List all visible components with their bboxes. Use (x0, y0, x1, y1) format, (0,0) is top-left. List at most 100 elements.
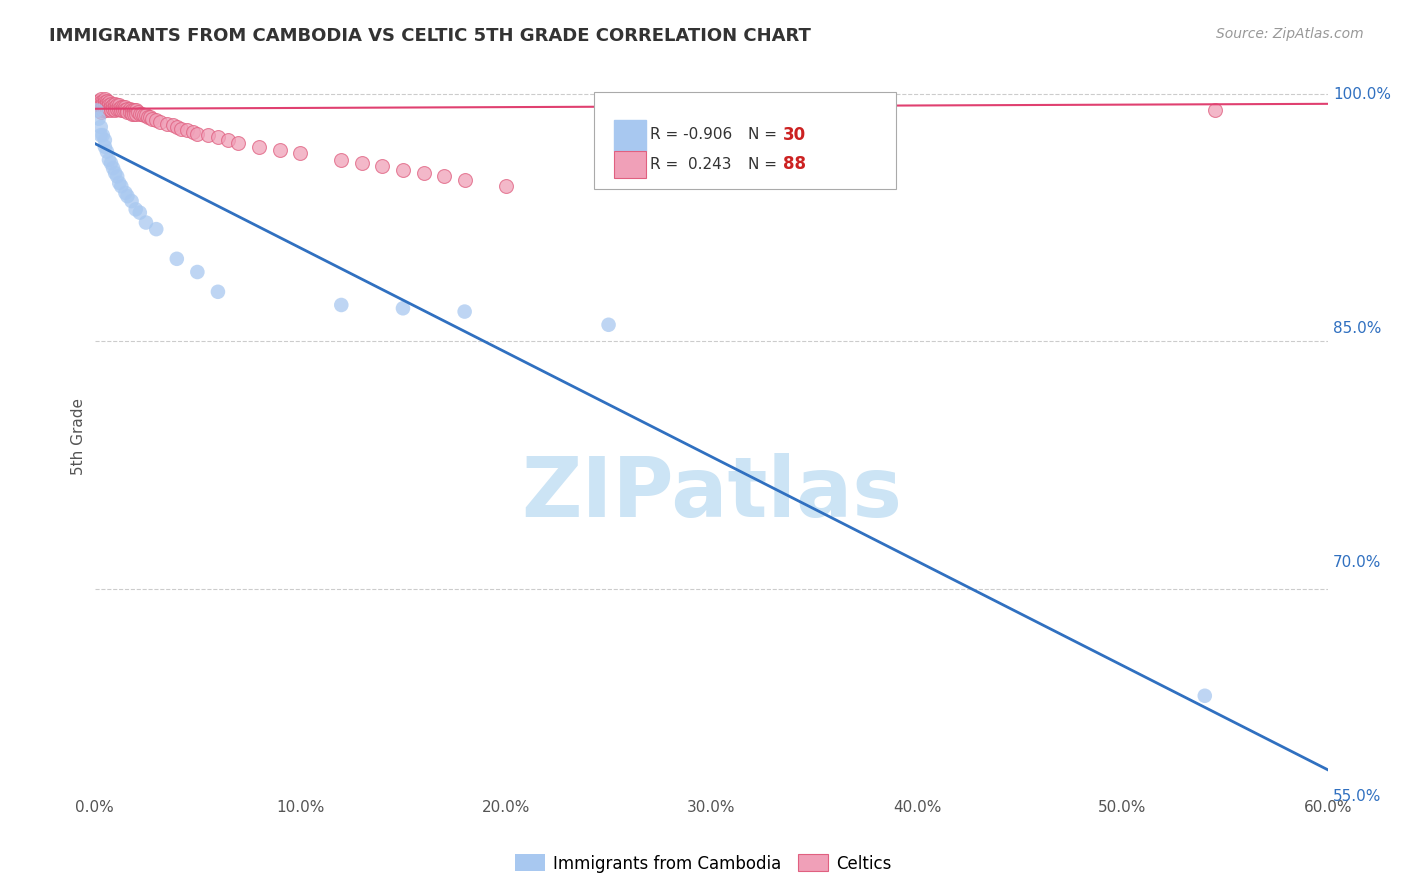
Point (1204, 103, 1226, 118)
Point (87, 96, 110, 111)
Point (97, 153, 120, 167)
Point (104, 100, 127, 114)
Point (166, 252, 188, 266)
Point (91, 128, 114, 143)
Point (228, 136, 250, 151)
Point (598, 318, 620, 332)
Point (186, 127, 208, 141)
Point (132, 108, 155, 122)
Point (101, 161, 124, 175)
Point (91, 100, 114, 114)
Y-axis label: 5th Grade: 5th Grade (72, 398, 86, 475)
Point (90, 120, 112, 134)
Point (135, 108, 157, 122)
Point (131, 106, 153, 120)
Point (125, 103, 148, 118)
Point (90, 105, 112, 120)
Point (495, 179, 517, 194)
Point (86, 102, 108, 116)
Point (392, 301, 415, 316)
Text: Source: ZipAtlas.com: Source: ZipAtlas.com (1216, 27, 1364, 41)
Point (247, 139, 270, 153)
Point (118, 102, 141, 116)
Point (100, 100, 122, 114)
Point (108, 176, 131, 190)
Point (90, 92, 112, 106)
Point (105, 169, 128, 184)
Point (91, 103, 114, 118)
Point (121, 194, 143, 208)
Point (97, 95, 120, 110)
Point (90, 98, 112, 112)
Point (87, 103, 110, 118)
Point (197, 128, 219, 143)
Point (90, 95, 112, 110)
Point (141, 112, 163, 126)
FancyBboxPatch shape (595, 92, 897, 188)
Point (100, 156, 122, 170)
Point (104, 96, 127, 111)
Point (108, 102, 131, 116)
Point (100, 103, 122, 118)
Text: R = -0.906: R = -0.906 (650, 128, 733, 143)
Point (94, 95, 117, 110)
Point (108, 98, 131, 112)
Point (412, 166, 434, 180)
Point (121, 106, 143, 120)
Point (110, 103, 132, 118)
Point (96, 145, 118, 159)
Text: N =: N = (748, 157, 782, 172)
Point (112, 103, 135, 118)
Point (91, 96, 114, 111)
Point (91, 94, 114, 108)
Point (104, 166, 127, 180)
Point (121, 103, 143, 118)
Point (97, 98, 120, 112)
Point (145, 222, 167, 236)
Point (139, 110, 162, 124)
Legend: Immigrants from Cambodia, Celtics: Immigrants from Cambodia, Celtics (508, 847, 898, 880)
Point (269, 143, 291, 157)
Point (110, 100, 132, 114)
Point (87, 94, 110, 108)
Text: 88: 88 (783, 155, 806, 173)
Point (117, 105, 139, 120)
Point (90, 128, 112, 143)
Point (94, 139, 117, 153)
Point (433, 169, 456, 184)
Point (112, 100, 135, 114)
FancyBboxPatch shape (614, 152, 645, 178)
Point (136, 110, 159, 124)
Point (87, 100, 110, 114)
Point (114, 103, 136, 118)
Point (155, 117, 177, 131)
Point (135, 215, 157, 229)
Text: 30: 30 (783, 126, 806, 144)
Point (96, 100, 118, 114)
Point (288, 146, 311, 161)
Point (97, 102, 120, 116)
Point (453, 304, 475, 318)
Point (371, 160, 394, 174)
Point (122, 106, 145, 120)
Point (125, 202, 148, 217)
Point (392, 162, 415, 177)
Point (105, 102, 128, 116)
Point (186, 265, 208, 279)
FancyBboxPatch shape (614, 120, 645, 151)
Point (127, 105, 149, 120)
Point (94, 133, 117, 147)
Point (181, 125, 204, 139)
Point (117, 189, 139, 203)
Point (96, 94, 118, 108)
Point (86, 95, 108, 110)
Text: R =  0.243: R = 0.243 (650, 157, 731, 172)
Point (145, 113, 167, 128)
Point (207, 285, 229, 299)
Point (114, 186, 136, 200)
Point (86, 103, 108, 118)
Point (176, 123, 198, 137)
Point (104, 103, 127, 118)
Point (217, 133, 239, 147)
Point (96, 96, 118, 111)
